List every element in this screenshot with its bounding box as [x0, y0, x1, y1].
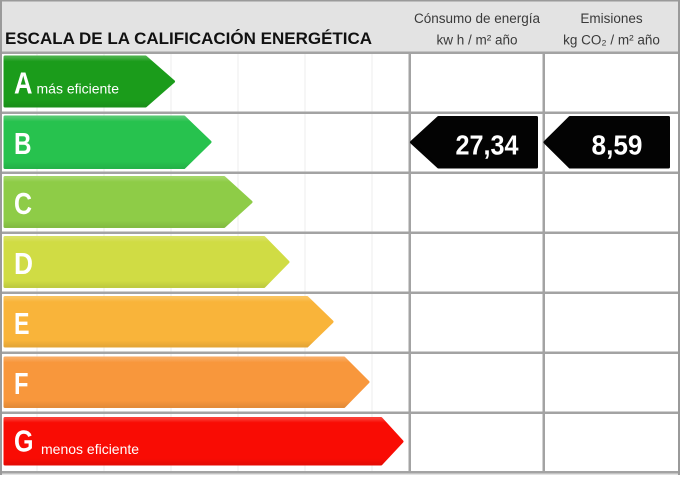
svg-text:E: E [14, 306, 30, 341]
svg-text:A: A [14, 66, 33, 101]
svg-text:G: G [14, 424, 34, 459]
svg-text:Emisiones: Emisiones [580, 11, 643, 26]
svg-text:B: B [14, 126, 32, 161]
svg-text:ESCALA DE LA CALIFICACIÓN ENER: ESCALA DE LA CALIFICACIÓN ENERGÉTICA [5, 29, 372, 48]
svg-text:D: D [14, 246, 33, 281]
svg-text:kw h / m² año: kw h / m² año [436, 33, 517, 48]
svg-text:Cónsumo de energía: Cónsumo de energía [414, 11, 541, 26]
svg-text:27,34: 27,34 [456, 130, 519, 161]
svg-text:8,59: 8,59 [592, 130, 643, 161]
svg-text:más eficiente: más eficiente [37, 81, 120, 97]
svg-text:C: C [14, 186, 32, 221]
svg-text:F: F [14, 366, 29, 401]
svg-text:kg CO₂ / m² año: kg CO₂ / m² año [563, 33, 660, 48]
svg-text:menos eficiente: menos eficiente [41, 441, 139, 457]
